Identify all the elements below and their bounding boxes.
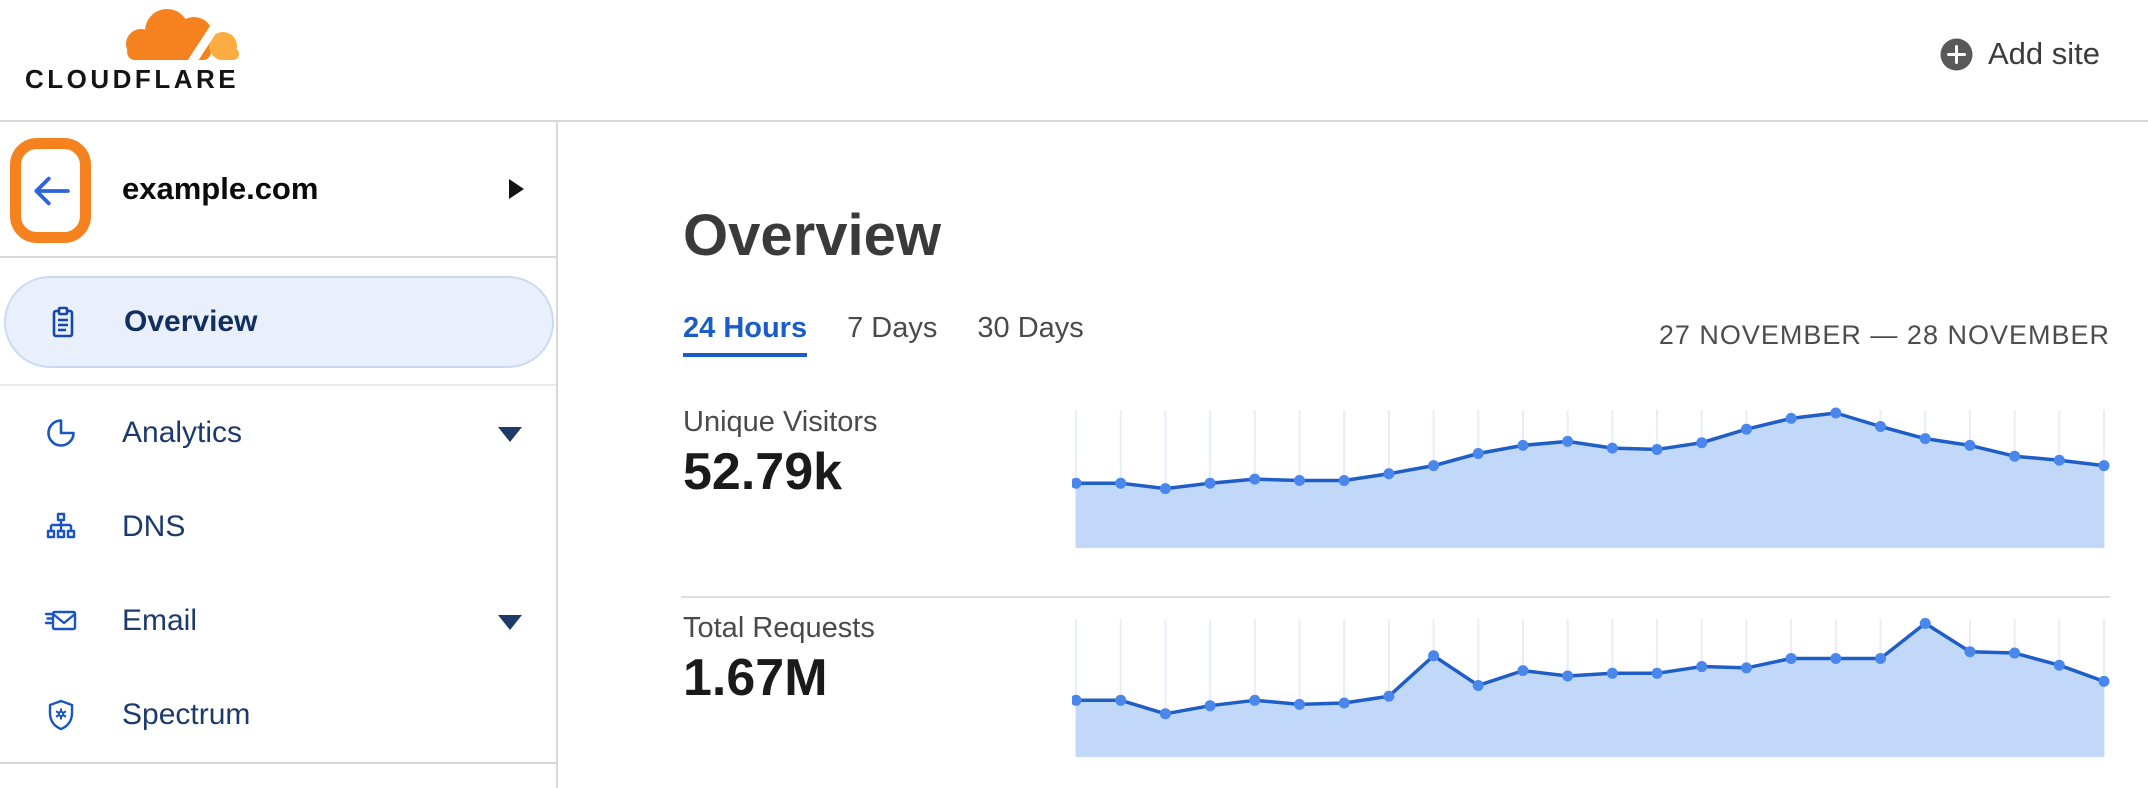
top-header: CLOUDFLARE Add site (0, 0, 2148, 122)
site-selector: example.com (0, 122, 556, 258)
caret-down-icon[interactable] (498, 615, 522, 630)
envelope-icon (44, 610, 77, 631)
unique-visitors-chart (1070, 398, 2110, 548)
sidebar-item-label: Overview (124, 305, 258, 338)
unique-visitors-label: Unique Visitors (683, 406, 878, 438)
cloudflare-cloud-icon (126, 9, 239, 62)
network-hierarchy-icon (46, 512, 76, 539)
sidebar-nav: Overview Analytics DNS (0, 258, 556, 764)
total-requests-chart (1070, 607, 2110, 757)
clipboard-icon (52, 306, 74, 338)
sidebar-item-label: Spectrum (122, 698, 251, 731)
cloudflare-wordmark: CLOUDFLARE (25, 64, 240, 94)
time-range-tabs: 24 Hours 7 Days 30 Days (683, 312, 1084, 357)
total-requests-label: Total Requests (683, 612, 875, 644)
sidebar-section-divider (0, 384, 556, 386)
caret-down-icon[interactable] (498, 427, 522, 442)
sidebar-bottom-divider (0, 762, 556, 764)
sidebar: example.com Overview Analytics (0, 122, 558, 788)
site-name: example.com (122, 171, 319, 206)
sidebar-item-label: Analytics (122, 416, 243, 449)
unique-visitors-value: 52.79k (683, 443, 843, 501)
caret-right-icon[interactable] (509, 179, 524, 199)
add-site-label: Add site (1987, 36, 2100, 71)
total-requests-value: 1.67M (683, 649, 828, 707)
sidebar-item-email[interactable]: Email (0, 574, 556, 668)
sidebar-item-analytics[interactable]: Analytics (0, 386, 556, 480)
pie-chart-icon (47, 419, 75, 447)
stats-row-divider (681, 596, 2110, 598)
plus-circle-icon (1940, 38, 1973, 70)
sidebar-item-label: DNS (122, 510, 186, 543)
page-title: Overview (683, 203, 941, 268)
sidebar-item-label: Email (122, 604, 198, 637)
arrow-left-icon (33, 176, 70, 205)
shield-icon (48, 699, 74, 731)
sidebar-item-overview[interactable]: Overview (4, 276, 554, 368)
cloudflare-logo: CLOUDFLARE (25, 4, 265, 95)
tab-30-days[interactable]: 30 Days (977, 312, 1084, 344)
add-site-button[interactable]: Add site (1940, 36, 2100, 72)
tab-7-days[interactable]: 7 Days (847, 312, 938, 344)
date-range-label: 27 NOVEMBER — 28 NOVEMBER (1658, 320, 2110, 350)
main-content: Overview 24 Hours 7 Days 30 Days 27 NOVE… (560, 122, 2148, 788)
back-button[interactable] (10, 138, 91, 243)
sidebar-item-dns[interactable]: DNS (0, 480, 556, 574)
sidebar-item-spectrum[interactable]: Spectrum (0, 668, 556, 762)
tab-24-hours[interactable]: 24 Hours (683, 312, 808, 357)
